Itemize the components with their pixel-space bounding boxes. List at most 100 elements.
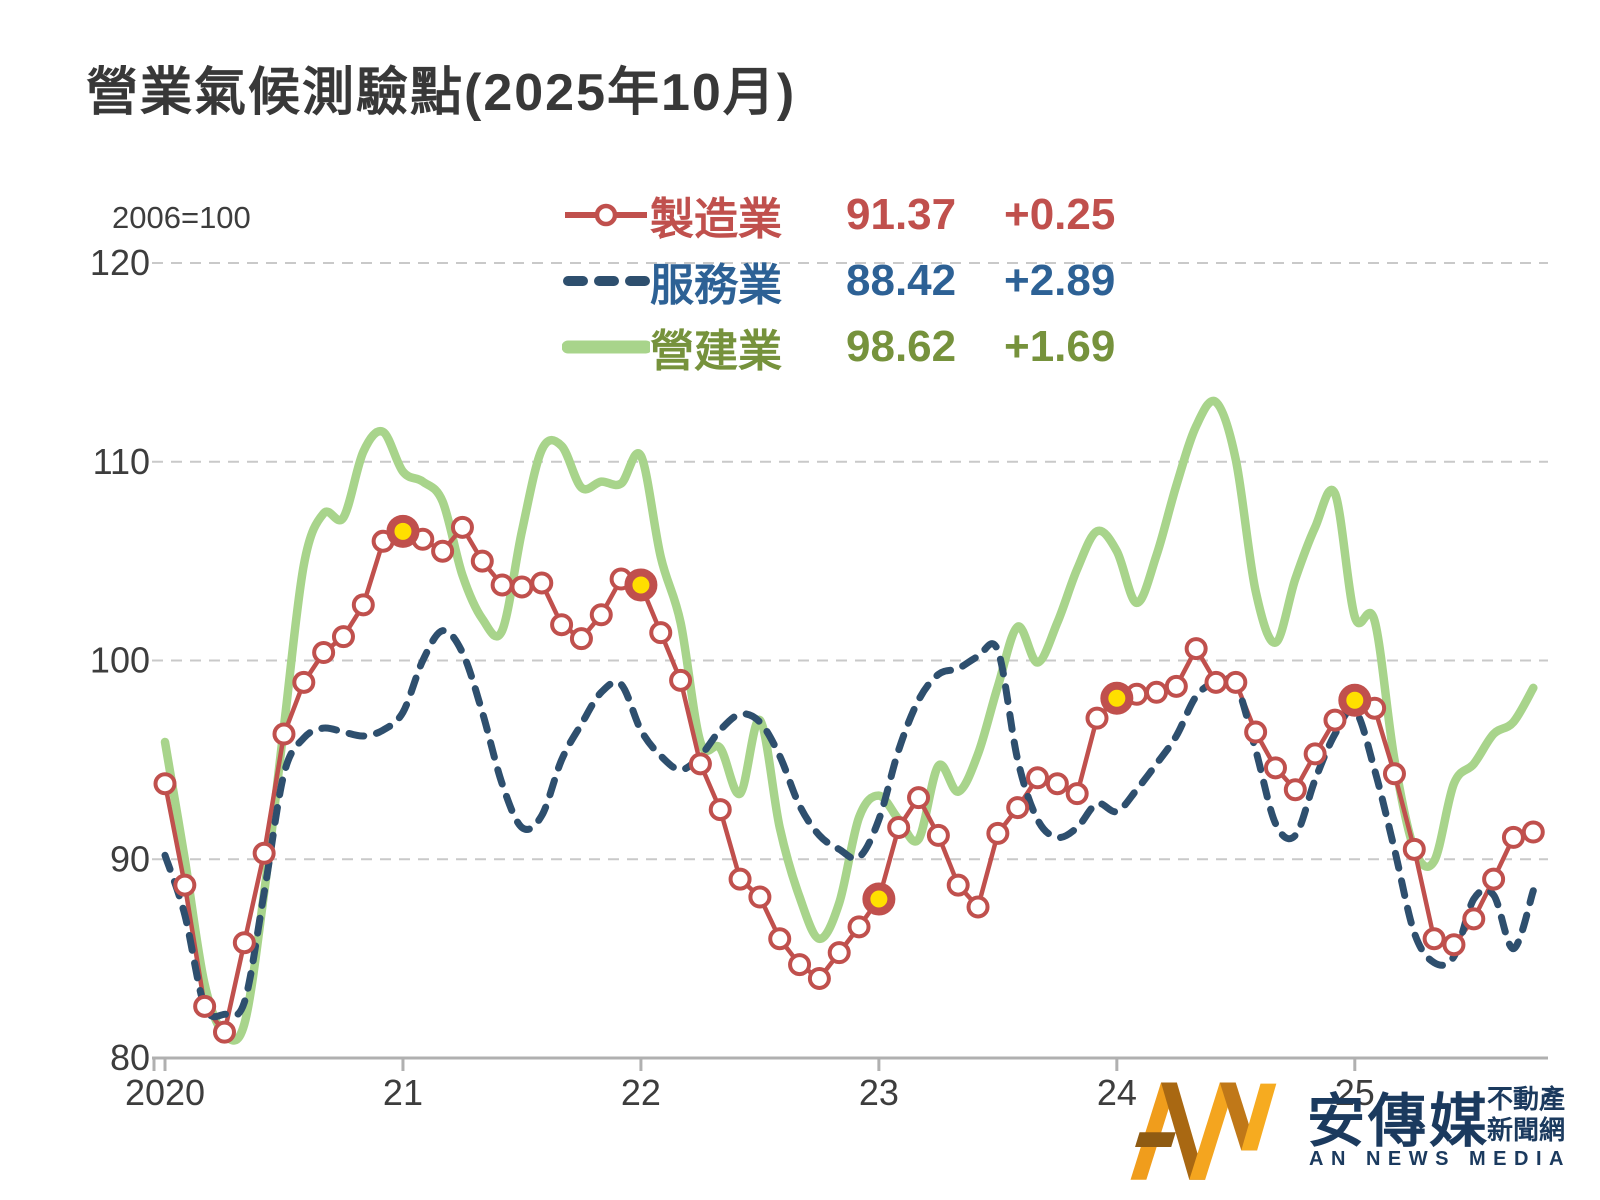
logo-name-chinese: 安傳媒 (1307, 1089, 1491, 1154)
manufacturing-point (887, 815, 911, 839)
manufacturing-point (1442, 933, 1466, 957)
manufacturing-point (1006, 796, 1030, 820)
manufacturing-point (907, 786, 931, 810)
january-highlight-point (1338, 683, 1372, 717)
manufacturing-point (1026, 766, 1050, 790)
manufacturing-point (966, 895, 990, 919)
manufacturing-point (708, 798, 732, 822)
manufacturing-point (1263, 756, 1287, 780)
manufacturing-point (450, 515, 474, 539)
x-axis-label-24: 24 (1097, 1072, 1137, 1113)
manufacturing-point (1085, 706, 1109, 730)
legend-row-services: 服務業 88.42 +2.89 (562, 248, 1164, 314)
manufacturing-point (926, 823, 950, 847)
manufacturing-point (510, 575, 534, 599)
y-axis-label-100: 100 (90, 640, 150, 681)
y-axis-label-80: 80 (110, 1037, 150, 1078)
manufacturing-point (1283, 778, 1307, 802)
x-axis-label-2020: 2020 (125, 1072, 205, 1113)
manufacturing-point (1501, 825, 1525, 849)
manufacturing-point (470, 549, 494, 573)
manufacturing-point (827, 941, 851, 965)
legend-value: 91.37 (846, 190, 957, 239)
legend: 製造業 91.37 +0.25 服務業 88.42 +2.89 營建業 98.6… (562, 182, 1164, 380)
manufacturing-point (292, 670, 316, 694)
manufacturing-point (748, 885, 772, 909)
manufacturing-point (193, 994, 217, 1018)
manufacturing-point (1045, 772, 1069, 796)
manufacturing-point (153, 772, 177, 796)
january-highlight-point (624, 568, 658, 602)
legend-change: +0.25 (1004, 190, 1116, 239)
logo-tagline-line1: 不動產 (1487, 1084, 1566, 1114)
manufacturing-point (1482, 867, 1506, 891)
manufacturing-point (986, 821, 1010, 845)
legend-change: +2.89 (1004, 256, 1116, 305)
logo-tagline-line2: 新聞網 (1487, 1115, 1566, 1145)
manufacturing-point (669, 668, 693, 692)
logo-name-english: AN NEWS MEDIA (1309, 1148, 1571, 1170)
manufacturing-point (1303, 742, 1327, 766)
manufacturing-point (312, 641, 336, 665)
manufacturing-point (768, 927, 792, 951)
manufacturing-point (788, 953, 812, 977)
manufacturing-point (569, 627, 593, 651)
manufacturing-point (173, 873, 197, 897)
x-axis-label-21: 21 (383, 1072, 423, 1113)
baseline-note: 2006=100 (112, 200, 251, 235)
manufacturing-point (649, 621, 673, 645)
manufacturing-point (1323, 708, 1347, 732)
legend-value: 88.42 (846, 256, 957, 305)
manufacturing-point (331, 625, 355, 649)
x-axis-label-23: 23 (859, 1072, 899, 1113)
construction-line (160, 396, 1538, 1045)
manufacturing-point (351, 593, 375, 617)
x-axis-label-22: 22 (621, 1072, 661, 1113)
manufacturing-point (272, 722, 296, 746)
manufacturing-point (688, 752, 712, 776)
manufacturing-point (1204, 670, 1228, 694)
manufacturing-point (589, 603, 613, 627)
logo-tagline: 不動產 新聞網 (1487, 1084, 1565, 1146)
y-axis-label-120: 120 (90, 242, 150, 283)
legend-value: 98.62 (846, 322, 957, 371)
manufacturing-point (1402, 837, 1426, 861)
legend-label: 製造業 (650, 195, 782, 244)
manufacturing-point (1422, 927, 1446, 951)
manufacturing-point (728, 867, 752, 891)
an-news-media-logo: 安傳媒 不動產 新聞網 AN NEWS MEDIA (1085, 1072, 1600, 1200)
manufacturing-point (490, 573, 514, 597)
legend-row-manufacturing: 製造業 91.37 +0.25 (562, 182, 1164, 248)
manufacturing-point (807, 967, 831, 990)
an-monogram-icon (1130, 1082, 1277, 1180)
manufacturing-point (252, 841, 276, 865)
manufacturing-point (232, 931, 256, 955)
manufacturing-point (431, 539, 455, 563)
january-highlight-point (386, 514, 420, 548)
legend-label: 服務業 (650, 261, 782, 310)
manufacturing-point (847, 915, 871, 939)
manufacturing-point (550, 613, 574, 637)
services-line (161, 627, 1537, 1021)
manufacturing-point (1184, 637, 1208, 661)
chart-title: 營業氣候測驗點(2025年10月) (86, 64, 797, 122)
manufacturing-point (1521, 820, 1545, 844)
x-axis-label-25: 25 (1335, 1072, 1375, 1113)
legend-change: +1.69 (1004, 322, 1116, 371)
manufacturing-line-marker-icon (565, 203, 647, 227)
manufacturing-point (1224, 670, 1248, 694)
services-dashed-marker-icon (563, 276, 650, 286)
manufacturing-point (946, 873, 970, 897)
manufacturing-point (1382, 762, 1406, 786)
y-axis-label-90: 90 (110, 838, 150, 879)
manufacturing-point (1462, 907, 1486, 931)
manufacturing-point (530, 571, 554, 595)
construction-solid-marker-icon (562, 340, 650, 354)
legend-row-construction: 營建業 98.62 +1.69 (562, 314, 1164, 380)
manufacturing-point (1065, 782, 1089, 806)
manufacturing-point (1244, 720, 1268, 744)
manufacturing-point (1145, 680, 1168, 704)
january-highlight-point (1100, 681, 1134, 715)
